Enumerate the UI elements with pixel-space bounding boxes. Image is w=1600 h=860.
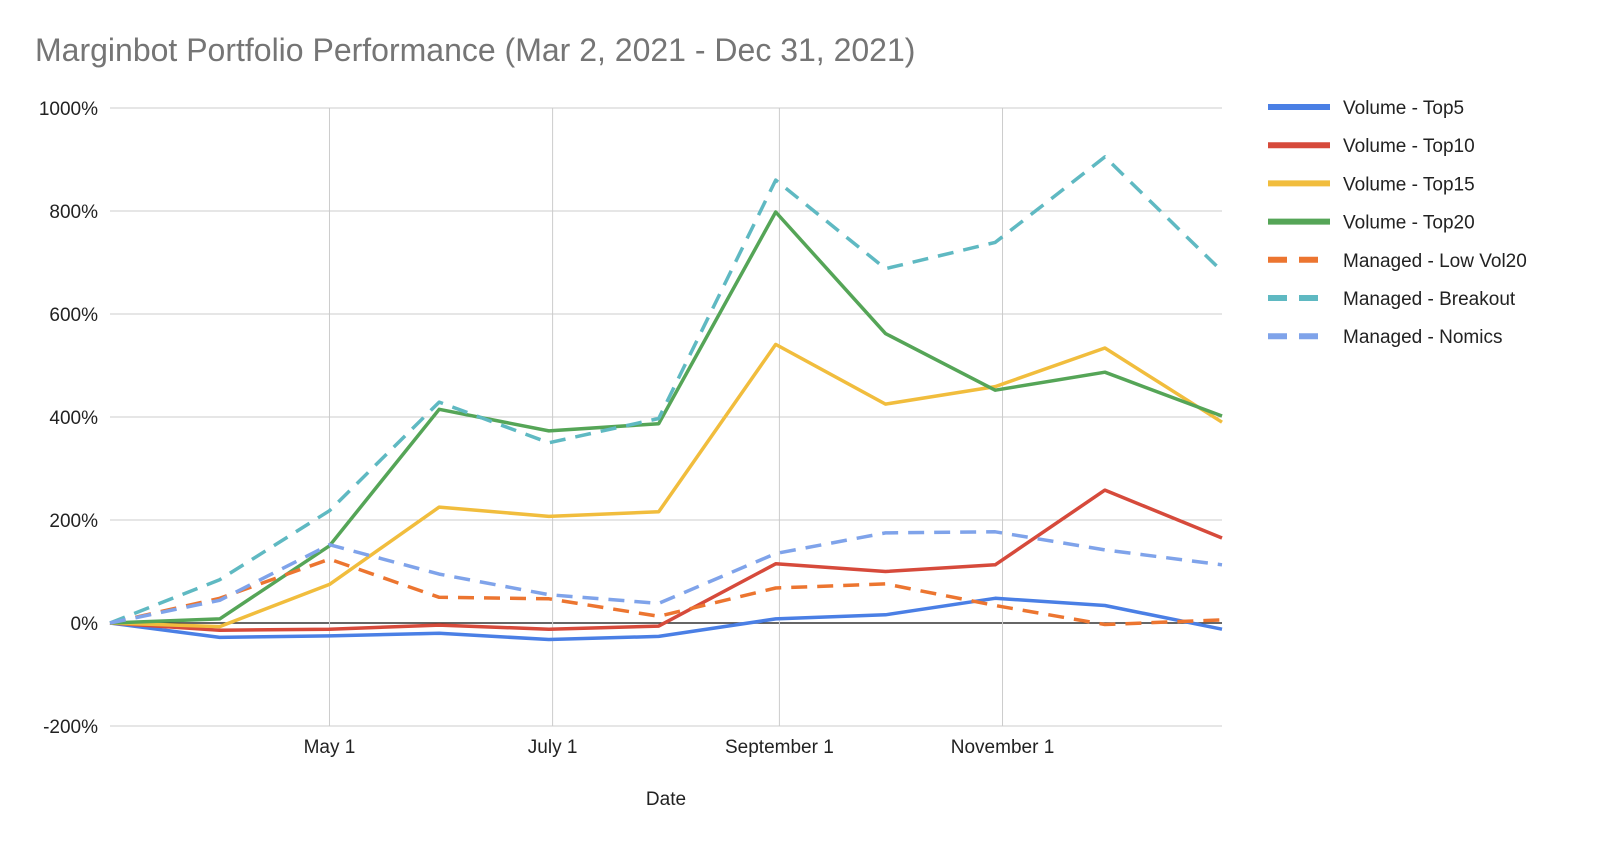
legend-label: Volume - Top10 bbox=[1343, 136, 1475, 157]
y-tick-label: 400% bbox=[49, 408, 98, 429]
y-tick-label: 200% bbox=[49, 511, 98, 532]
legend: Volume - Top5 Volume - Top10 Volume - Top1… bbox=[1268, 98, 1527, 348]
x-tick-label: September 1 bbox=[725, 737, 834, 758]
legend-label: Volume - Top5 bbox=[1343, 98, 1464, 119]
legend-item: Volume - Top10 bbox=[1268, 136, 1475, 157]
gridlines bbox=[110, 107, 1222, 727]
y-tick-label: -200% bbox=[43, 717, 98, 738]
legend-item: Volume - Top15 bbox=[1268, 174, 1475, 195]
legend-item: Volume - Top20 bbox=[1268, 213, 1475, 234]
legend-item: Managed - Breakout bbox=[1268, 289, 1516, 310]
series-lines bbox=[109, 155, 1224, 642]
x-tick-label: July 1 bbox=[528, 737, 578, 758]
legend-label: Volume - Top20 bbox=[1343, 213, 1475, 234]
series-line bbox=[109, 342, 1223, 629]
legend-item: Managed - Low Vol20 bbox=[1268, 251, 1527, 272]
legend-label: Managed - Low Vol20 bbox=[1343, 251, 1527, 272]
x-axis-title: Date bbox=[646, 789, 686, 810]
legend-label: Managed - Nomics bbox=[1343, 327, 1502, 348]
y-axis: 1000% 800% 600% 400% 200% 0% -200% bbox=[39, 99, 98, 738]
series-line bbox=[109, 596, 1223, 642]
series-line bbox=[109, 210, 1223, 625]
x-axis: May 1 July 1 September 1 November 1 bbox=[304, 737, 1055, 758]
series-line bbox=[109, 557, 1223, 627]
legend-item: Managed - Nomics bbox=[1268, 327, 1502, 348]
x-tick-label: November 1 bbox=[951, 737, 1055, 758]
legend-label: Volume - Top15 bbox=[1343, 174, 1475, 195]
y-tick-label: 800% bbox=[49, 202, 98, 223]
y-tick-label: 0% bbox=[71, 614, 99, 635]
series-line bbox=[109, 488, 1223, 632]
x-tick-label: May 1 bbox=[304, 737, 356, 758]
legend-item: Volume - Top5 bbox=[1268, 98, 1464, 119]
series-line bbox=[109, 530, 1223, 625]
series-line bbox=[109, 155, 1224, 625]
y-tick-label: 1000% bbox=[39, 99, 98, 120]
chart-title: Marginbot Portfolio Performance (Mar 2, … bbox=[35, 32, 915, 68]
y-tick-label: 600% bbox=[49, 305, 98, 326]
legend-label: Managed - Breakout bbox=[1343, 289, 1516, 310]
